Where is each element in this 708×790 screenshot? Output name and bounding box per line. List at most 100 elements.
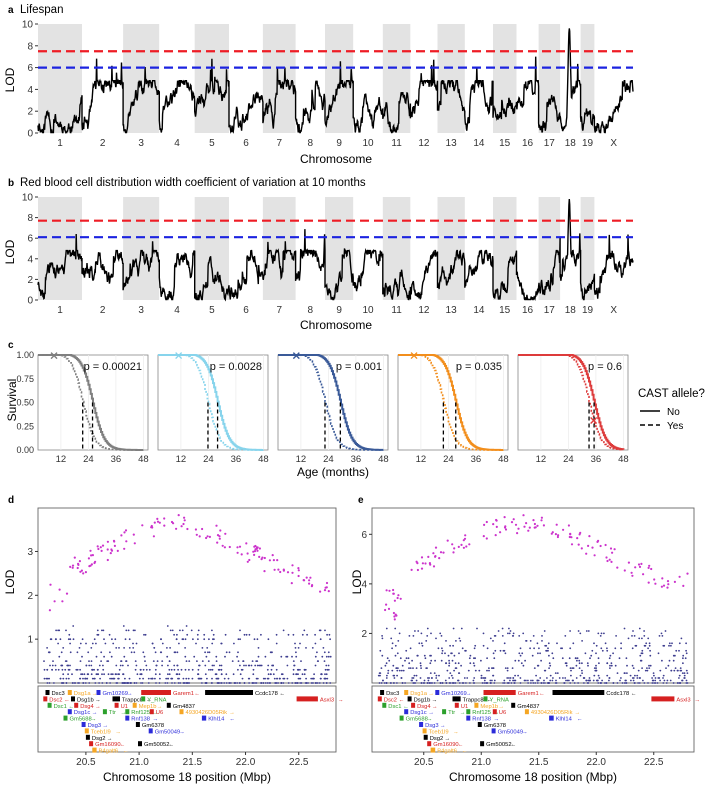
snp-point <box>452 682 455 684</box>
peak-snp-point <box>631 574 634 577</box>
gene-label-Gm50052: Gm50052 <box>486 742 511 748</box>
snp-point <box>156 660 159 662</box>
peak-snp-point <box>579 531 582 535</box>
snp-point <box>531 679 534 682</box>
snp-point <box>314 642 317 645</box>
snp-point <box>423 679 426 682</box>
snp-point <box>508 677 510 679</box>
peak-snp-point <box>385 589 388 592</box>
chromosome-label-12: 12 <box>418 305 430 316</box>
snp-point <box>206 647 209 649</box>
peak-snp-point <box>254 544 257 548</box>
snp-point <box>683 672 686 674</box>
snp-point <box>493 679 496 682</box>
gene-strand-Tceb1l9: → <box>453 729 459 735</box>
snp-point <box>48 682 51 684</box>
gene-bar-Dsg1a <box>404 690 409 695</box>
panel-d-xlabel: Chromosome 18 position (Mbp) <box>103 770 271 784</box>
snp-point <box>323 651 326 654</box>
snp-point <box>420 642 423 645</box>
peak-snp-point <box>156 517 159 521</box>
peak-snp-point <box>158 521 161 524</box>
chromosome-label-6: 6 <box>243 138 249 149</box>
snp-point <box>491 667 493 669</box>
snp-point <box>313 677 315 680</box>
gene-bar-Dsg1a <box>67 690 72 695</box>
gene-label-Gm10269: Gm10269 <box>103 691 128 697</box>
gene-track-frame <box>371 685 695 753</box>
snp-point <box>685 669 688 672</box>
snp-point <box>231 660 234 662</box>
snp-point <box>681 679 684 682</box>
snp-point <box>60 651 63 654</box>
gene-label-Dsg2: Dsg2 <box>430 736 444 742</box>
gene-label-U6: U6 <box>156 710 163 716</box>
snp-point <box>637 682 639 684</box>
snp-point <box>184 655 187 658</box>
snp-point <box>583 677 586 679</box>
snp-point <box>197 673 199 676</box>
survival-x-tick-0-3: 48 <box>138 454 149 465</box>
peak-snp-point <box>567 524 571 527</box>
gene-bar-Dsg4 <box>74 702 79 708</box>
peak-snp-point <box>208 535 211 539</box>
snp-point <box>394 654 397 657</box>
snp-point <box>161 660 164 662</box>
peak-snp-point <box>388 589 391 592</box>
snp-point <box>292 668 295 671</box>
snp-point <box>102 629 105 632</box>
peak-snp-point <box>133 542 136 545</box>
snp-point <box>404 659 406 662</box>
snp-point <box>185 625 188 627</box>
snp-point <box>444 679 447 682</box>
snp-point <box>270 673 272 676</box>
snp-point <box>614 647 617 650</box>
peak-snp-point <box>305 576 308 579</box>
snp-point <box>653 674 655 677</box>
gene-label-Dsc1: Dsc1 <box>54 704 67 710</box>
snp-point <box>250 664 253 667</box>
snp-point <box>267 664 270 667</box>
snp-point <box>169 647 172 649</box>
chromosome-label-13: 13 <box>446 305 458 316</box>
snp-point <box>385 677 388 679</box>
snp-point <box>564 677 567 679</box>
snp-point <box>165 677 168 680</box>
peak-snp-point <box>647 566 650 570</box>
snp-point <box>566 679 569 682</box>
gene-bar-Dsc1 <box>382 702 387 708</box>
snp-point <box>651 682 654 684</box>
snp-point <box>524 659 526 662</box>
snp-point <box>561 657 564 660</box>
snp-point <box>237 651 239 654</box>
censor-mark-2 <box>292 352 300 360</box>
snp-point <box>79 660 82 662</box>
snp-point <box>82 682 84 684</box>
snp-point <box>674 667 677 669</box>
snp-point <box>145 668 148 671</box>
peak-snp-point <box>69 565 72 569</box>
snp-point <box>404 682 406 684</box>
snp-point <box>527 679 529 682</box>
snp-point <box>101 629 103 632</box>
snp-point <box>685 652 688 655</box>
gene-bar-Tceb1l9 <box>84 728 89 734</box>
snp-point <box>67 668 70 671</box>
snp-point <box>179 629 181 632</box>
snp-point <box>640 659 643 662</box>
peak-snp-point <box>141 524 144 527</box>
snp-point <box>99 677 101 680</box>
snp-point <box>378 682 381 684</box>
peak-snp-point <box>460 543 463 547</box>
snp-point <box>301 633 304 636</box>
snp-point <box>681 672 684 674</box>
snp-point <box>543 679 545 682</box>
y-tick-label-3: 3 <box>27 547 33 558</box>
snp-point <box>305 682 308 684</box>
snp-point <box>322 647 325 649</box>
snp-point <box>255 677 258 680</box>
snp-point <box>513 682 516 684</box>
snp-point <box>638 682 641 684</box>
snp-point <box>578 667 581 669</box>
